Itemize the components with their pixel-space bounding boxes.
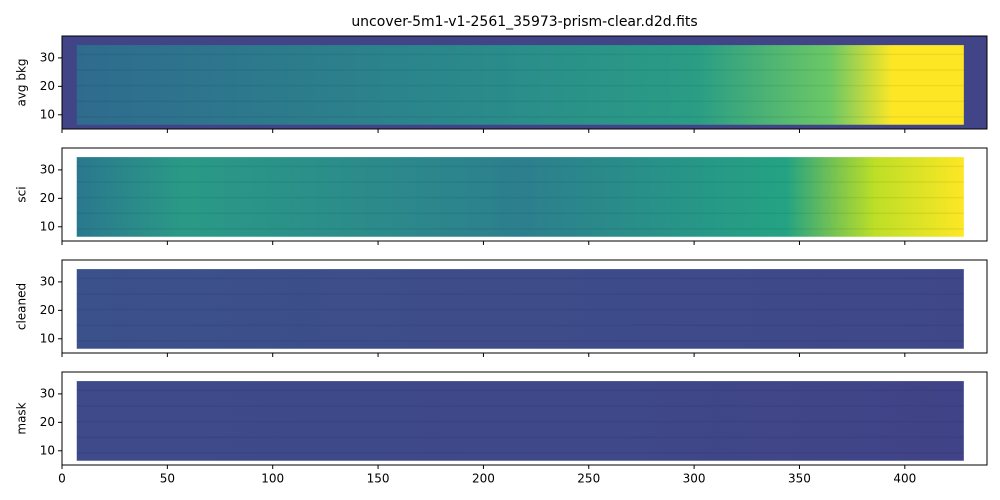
x-tick-label: 100 [261,472,284,486]
x-tick-label: 50 [160,472,175,486]
image [76,269,964,349]
image-stripe [76,324,964,327]
axes-frame [61,371,988,466]
image-stripe [76,293,964,295]
image-stripe [76,277,964,280]
x-tick-label: 200 [472,472,495,486]
y-axis-label: sci [15,186,29,202]
y-tick-label: 10 [40,331,55,345]
x-tick-label: 350 [788,472,811,486]
image-stripe [76,116,964,118]
x-tick-label: 0 [58,472,66,486]
image-stripe [76,212,964,215]
y-tick-label: 30 [40,386,55,400]
y-tick-label: 20 [40,79,55,93]
y-tick-label: 20 [40,415,55,429]
image [76,157,964,237]
chart-title: uncover-5m1-v1-2561_35973-prism-clear.d2… [351,14,697,30]
y-tick-label: 10 [40,443,55,457]
image-stripe [76,405,964,407]
y-tick-label: 30 [40,50,55,64]
y-tick-label: 10 [40,107,55,121]
axes-frame [61,259,988,354]
y-axis-label: mask [15,402,29,434]
image-stripe [76,452,964,454]
image-stripe [76,196,964,199]
image-stripe [76,228,964,230]
image-stripe [76,100,964,103]
image-stripe [76,389,964,392]
y-axis-label: avg bkg [15,58,29,106]
y-axis-label: cleaned [15,283,29,330]
x-tick-label: 400 [893,472,916,486]
image-stripe [76,53,964,56]
y-tick-label: 30 [40,274,55,288]
x-tick-label: 250 [577,472,600,486]
image-stripe [76,181,964,183]
axes-frame [61,147,988,242]
image-stripe [76,84,964,87]
image-stripe [76,436,964,439]
image-stripe [76,308,964,311]
x-tick-label: 150 [367,472,390,486]
y-tick-label: 20 [40,303,55,317]
image [76,45,964,125]
y-tick-label: 20 [40,191,55,205]
image-stripe [76,420,964,423]
x-tick-label: 300 [683,472,706,486]
y-tick-label: 30 [40,162,55,176]
axes-frame [61,35,988,130]
y-tick-label: 10 [40,219,55,233]
image-stripe [76,69,964,71]
image-stripe [76,165,964,168]
image-stripe [76,340,964,342]
image [76,381,964,461]
